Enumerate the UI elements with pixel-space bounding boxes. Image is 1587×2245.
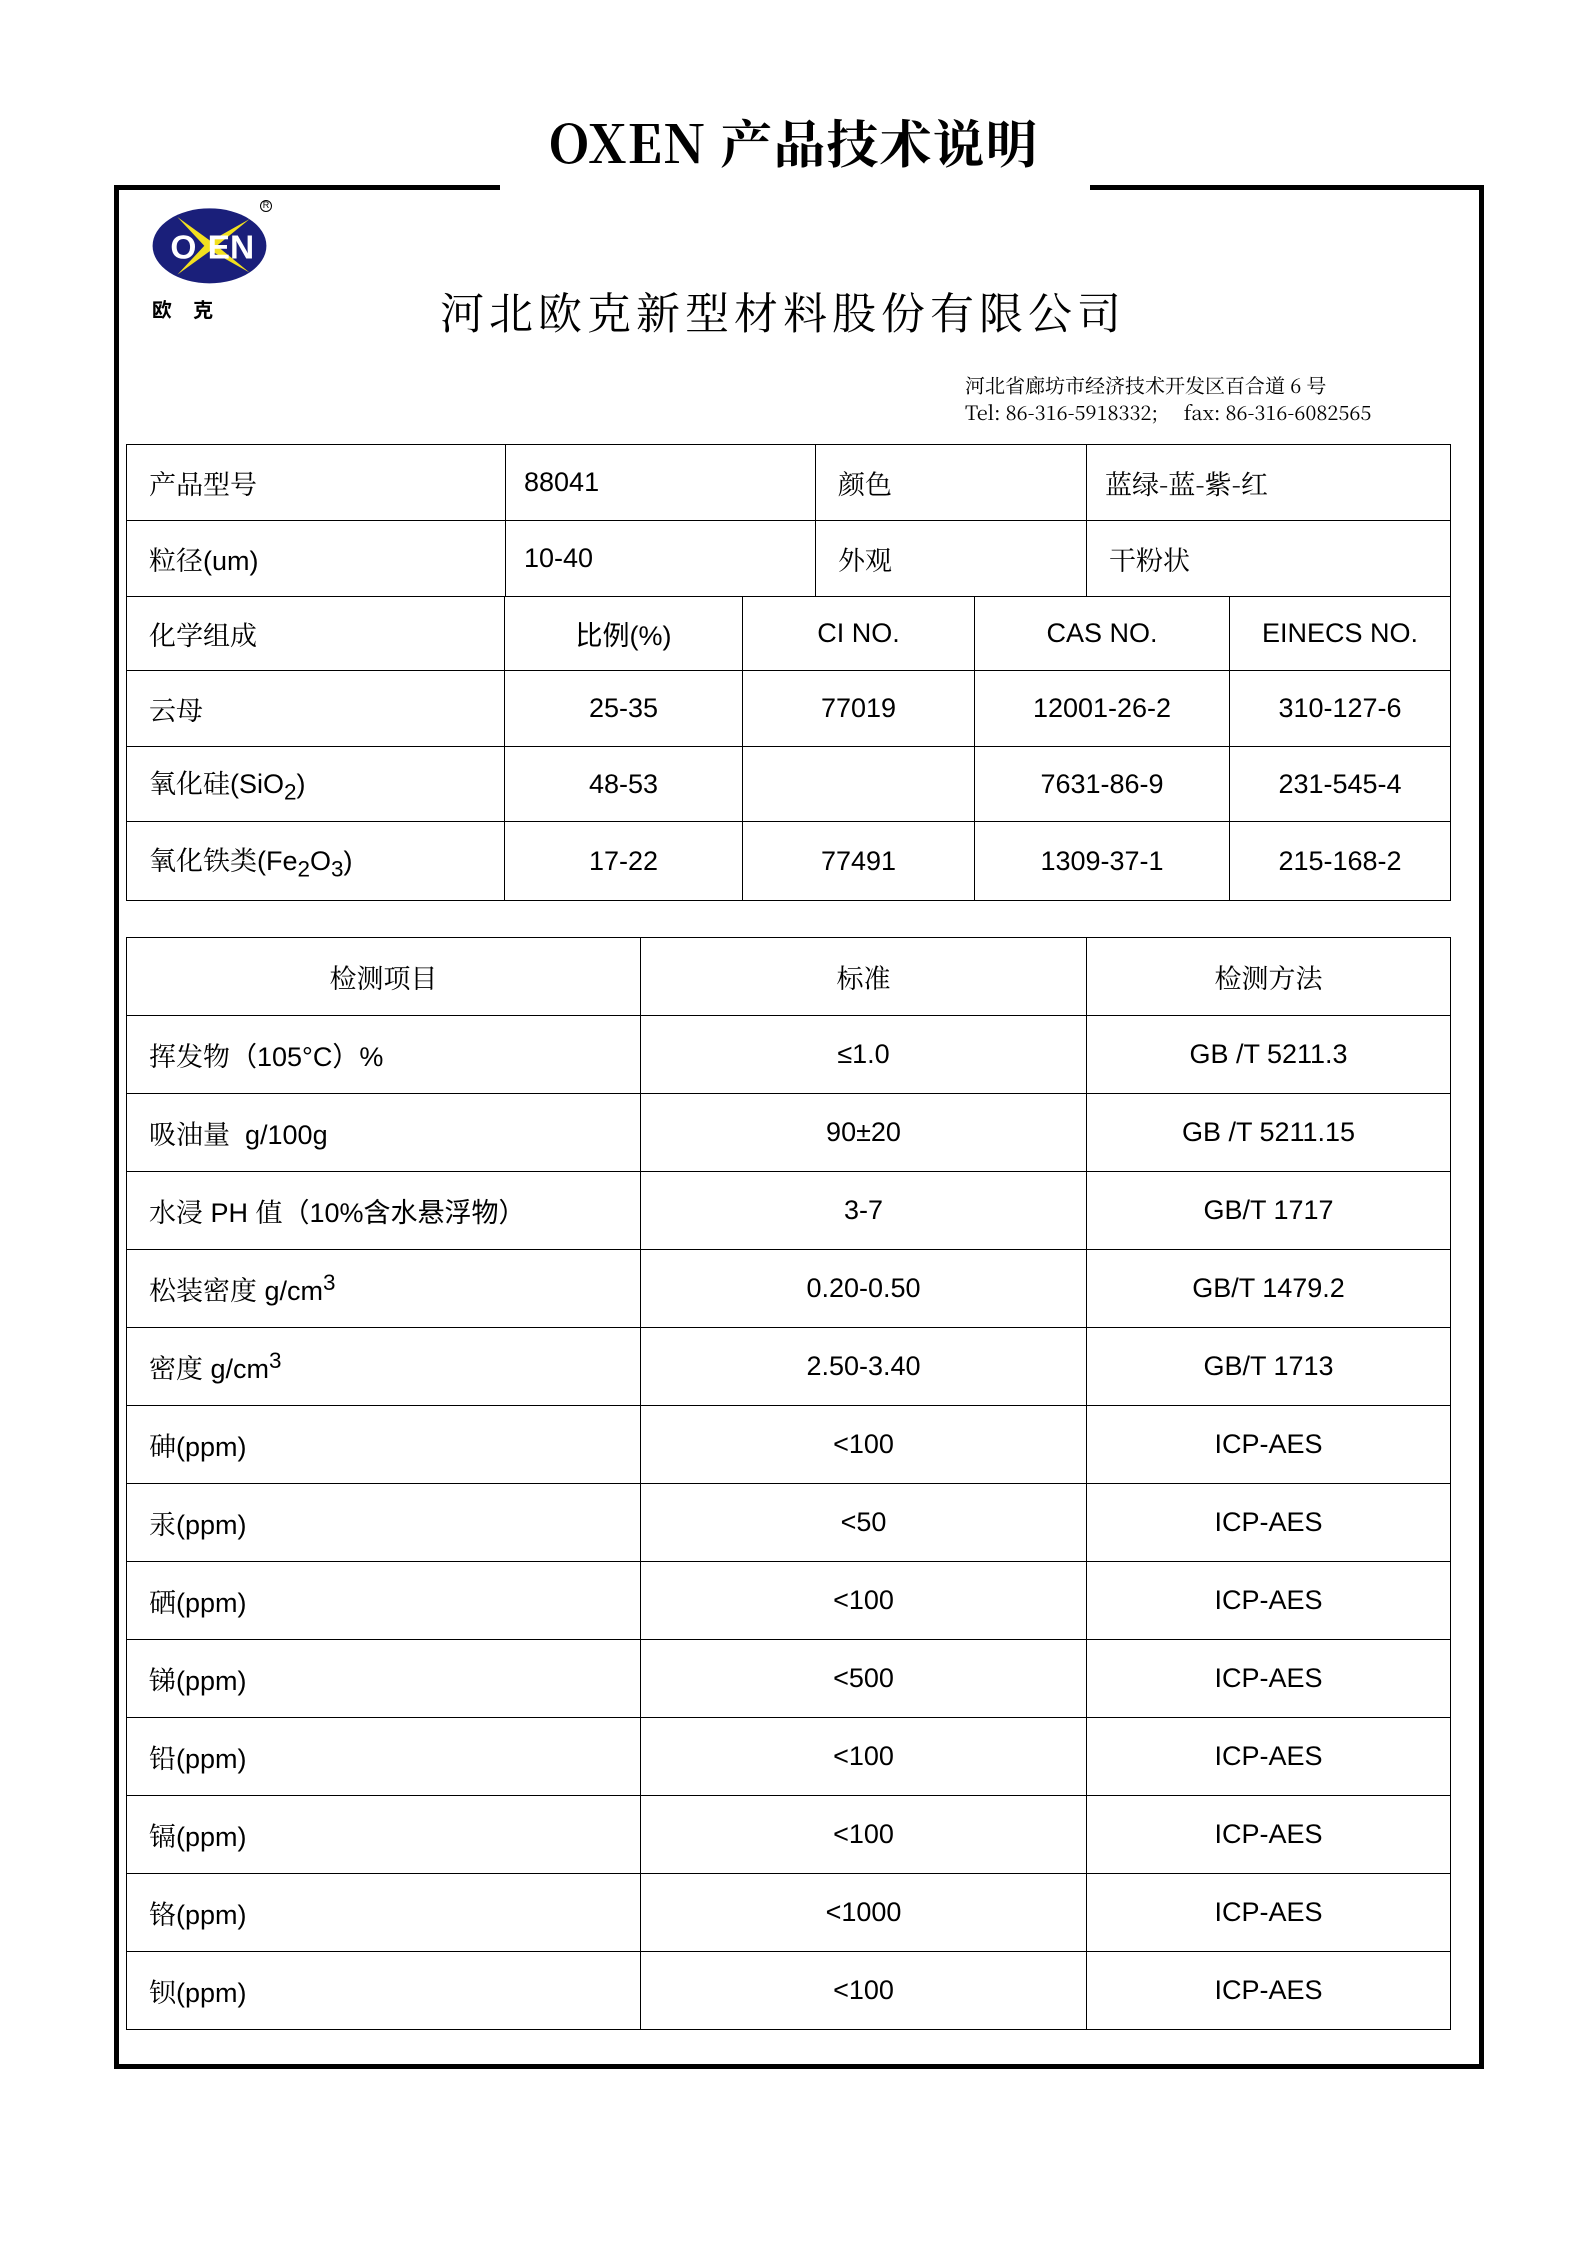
svg-text:O: O (170, 229, 196, 266)
svg-text:EN: EN (208, 229, 255, 266)
